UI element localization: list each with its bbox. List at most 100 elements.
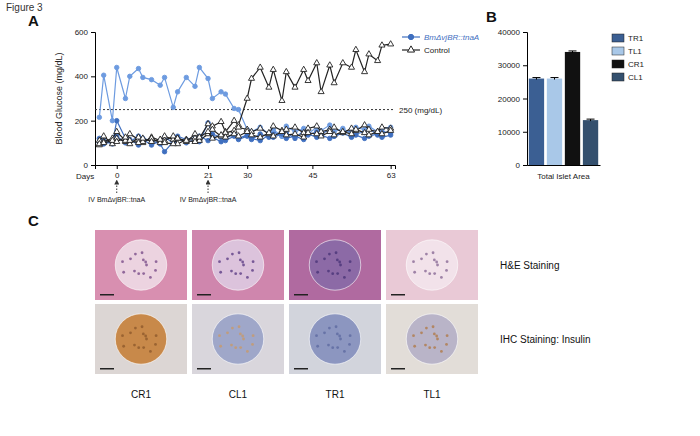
series-marker [136,134,141,139]
y-axis-tick-label: 10000 [498,128,521,137]
micrograph-cell [331,272,334,275]
micrograph-cell [343,276,346,279]
micrograph-islet [309,314,361,364]
legend-label: CR1 [628,60,645,69]
series-marker [101,133,107,138]
micrograph-cell [129,331,132,334]
micrograph-cell [432,325,435,328]
error-bar-cap [569,50,577,51]
legend-label: CL1 [628,73,643,82]
series-marker [257,125,263,130]
column-label: CR1 [131,389,151,400]
legend-swatch [612,47,624,55]
series-marker [197,65,202,70]
micrograph-cell [134,253,137,256]
micrograph-cell [154,269,157,272]
series-marker [375,57,381,62]
series-marker [279,128,285,133]
micrograph-cell [246,276,249,279]
micrograph-cell [316,271,319,274]
micrograph-cell [144,261,147,264]
micrograph-scale-bar [391,294,405,296]
micrograph-cell [433,346,436,349]
micrograph-cell [339,264,342,267]
y-axis-tick-mark [523,132,527,133]
micrograph-cell [145,338,148,341]
series-marker [248,132,254,137]
micrograph-cell [241,335,244,338]
micrograph-scale-bar [100,294,114,296]
y-axis-tick: 0 [516,161,527,170]
micrograph-cell [315,334,318,337]
series-marker [158,83,163,88]
column-label: TL1 [423,389,441,400]
micrograph-cell [239,346,242,349]
micrograph-cell [144,335,147,338]
micrograph-cell [133,270,136,273]
annotation-text: IV BmΔvjBR::tnaA [88,196,145,204]
micrograph-background [386,304,478,374]
micrograph-cell [154,343,157,346]
micrograph-cell [155,260,158,263]
micrograph-cell [331,346,334,349]
x-axis [528,165,601,166]
series-marker [222,134,228,139]
micrograph-cell [445,343,448,346]
micrograph-cell [226,331,229,334]
micrograph-cell [327,270,330,273]
micrograph-cell [328,253,331,256]
micrograph-cell [239,272,242,275]
micrograph-cell [436,338,439,341]
micrograph-cell [246,350,249,353]
micrograph-cell [413,271,416,274]
micrograph-cell [323,257,326,260]
micrograph-cell [336,272,339,275]
micrograph-cell [137,346,140,349]
micrograph-cell [440,350,443,353]
micrograph-cell [234,272,237,275]
error-bar-cap [587,119,595,120]
micrograph-cell [251,343,254,346]
x-axis-tick-mark [312,165,313,169]
annotation-arrow [116,182,117,193]
micrograph-islet [309,240,361,290]
micrograph-cell [425,253,428,256]
y-axis-tick-label: 200 [75,117,89,126]
series-marker [122,134,128,139]
bar [547,79,562,165]
series-marker [270,123,276,128]
y-axis-tick-label: 400 [75,72,89,81]
micrograph-scale-bar [197,294,211,296]
series-marker [348,64,354,69]
series-marker [162,75,167,80]
micrograph-cell [230,270,233,273]
series-marker [140,135,146,140]
x-axis-tick-mark [247,165,248,169]
series-marker [141,75,146,80]
micrograph-cell [420,257,423,260]
y-axis-tick-mark [91,165,95,166]
series-marker [353,126,359,131]
error-bar [569,51,577,53]
micrograph-scale-bar [197,368,211,370]
micrograph-cell [433,333,436,336]
micrograph-cell [241,261,244,264]
series-marker [235,124,241,129]
x-axis-tick-label: 30 [243,171,252,180]
x-axis-tick-label: 0 [115,171,120,180]
micrograph-cell [433,259,436,262]
panel-letter: A [28,12,39,29]
micrograph-cell [155,334,158,337]
micrograph-cell [315,260,318,263]
micrograph-cell [336,259,339,262]
micrograph [289,230,381,300]
x-axis: 021304563 [96,165,397,180]
legend-swatch [612,73,624,81]
micrograph-cell [436,264,439,267]
y-axis-tick: 400 [75,72,95,81]
y-axis-tick-label: 40000 [498,28,521,37]
series-marker [379,124,385,129]
series-marker [327,62,333,67]
micrograph-cell [445,269,448,272]
micrograph-cell [219,345,222,348]
